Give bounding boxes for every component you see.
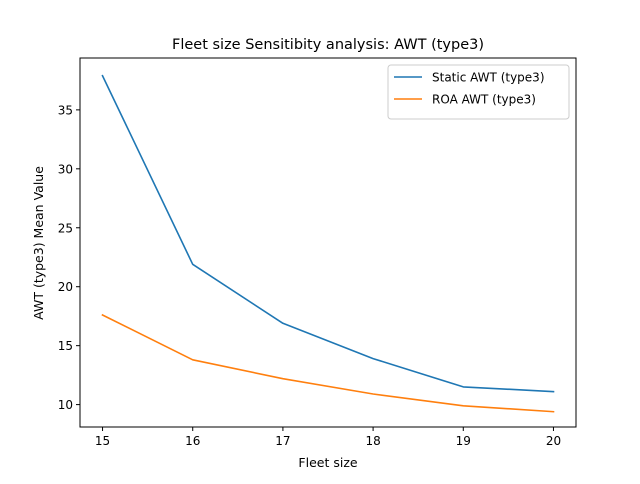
x-tick-label: 17 — [275, 434, 290, 448]
series-line — [101, 74, 555, 393]
plot-frame — [79, 57, 577, 428]
x-tick-label: 20 — [546, 434, 561, 448]
x-tick-label: 15 — [95, 434, 110, 448]
axis-ticks: 15 16 17 18 19 20 10 15 20 25 30 35 — [58, 103, 561, 448]
y-tick-label: 35 — [58, 103, 73, 117]
legend-box — [387, 64, 570, 120]
series-line — [101, 313, 555, 413]
y-tick-label: 10 — [58, 398, 73, 412]
y-tick-label: 30 — [58, 162, 73, 176]
y-axis-label: AWT (type3) Mean Value — [31, 166, 46, 320]
series-lines — [101, 74, 555, 413]
x-tick-label: 16 — [185, 434, 200, 448]
y-tick-label: 20 — [58, 280, 73, 294]
x-tick-label: 19 — [456, 434, 471, 448]
legend-label: ROA AWT (type3) — [432, 93, 536, 107]
x-axis-label: Fleet size — [298, 455, 357, 470]
legend-label: Static AWT (type3) — [432, 71, 545, 85]
y-tick-label: 25 — [58, 221, 73, 235]
x-tick-label: 18 — [365, 434, 380, 448]
chart-title: Fleet size Sensitibity analysis: AWT (ty… — [172, 37, 484, 53]
y-tick-label: 15 — [58, 339, 73, 353]
legend: Static AWT (type3) ROA AWT (type3) — [387, 64, 570, 120]
